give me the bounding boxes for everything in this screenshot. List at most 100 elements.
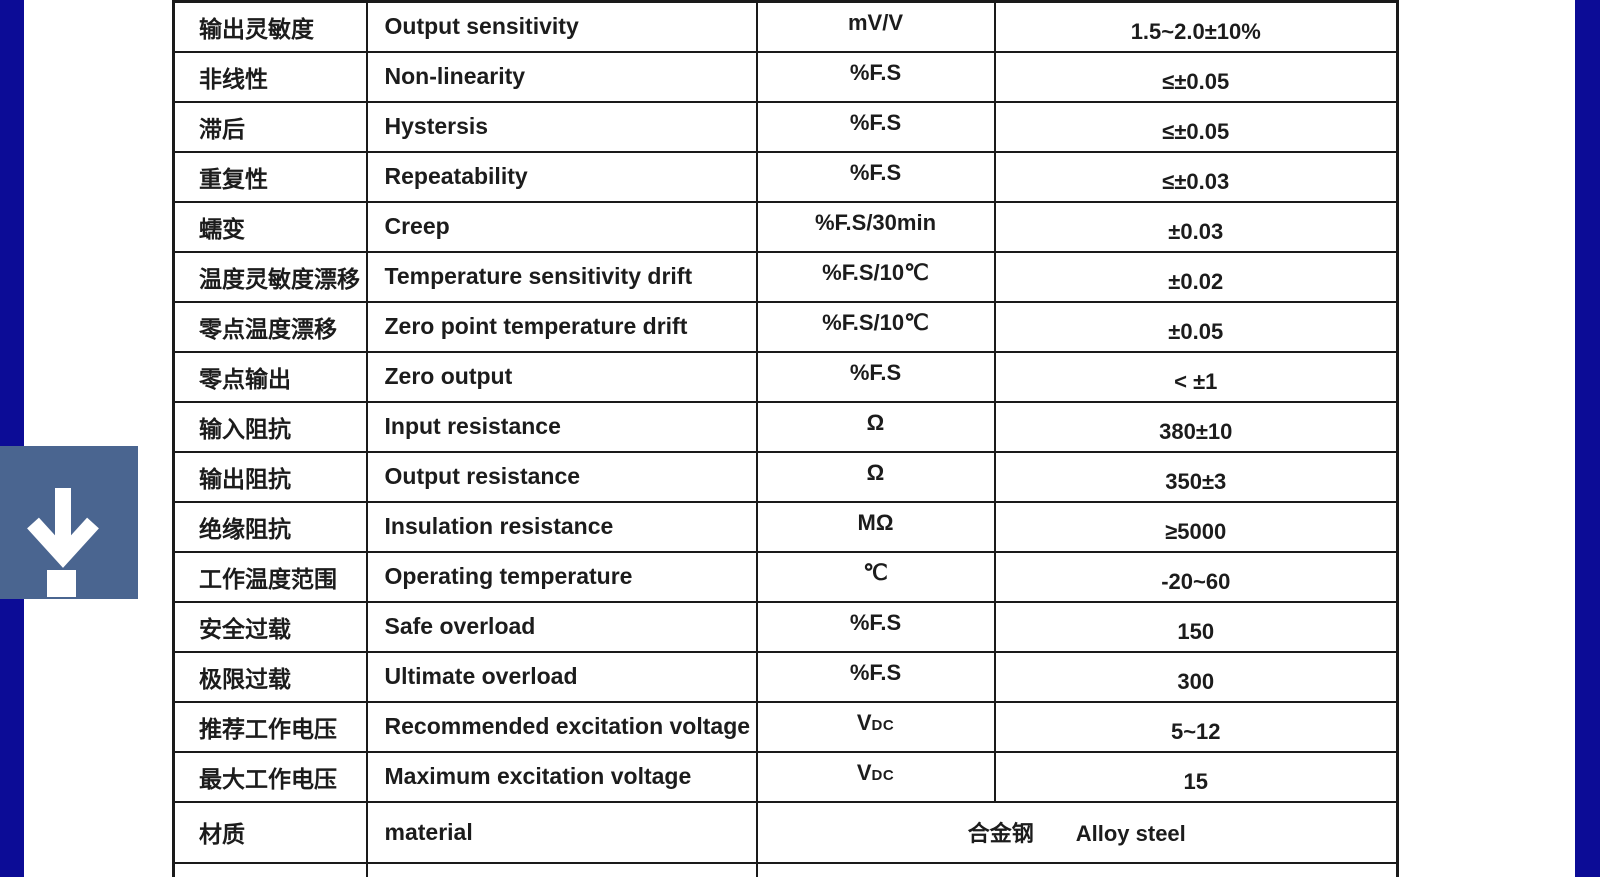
cell-unit: %F.S/30min bbox=[755, 200, 996, 253]
cell-value: ≤±0.05 bbox=[993, 100, 1399, 153]
cell-unit: Ω bbox=[755, 400, 996, 453]
cell-name-en: material bbox=[365, 800, 758, 864]
spec-row: 零点温度漂移 Zero point temperature drift %F.S/1… bbox=[172, 300, 1399, 353]
cell-name-en: Insulation resistance bbox=[365, 500, 758, 553]
spec-row: 材质 material 合金钢 Alloy steel bbox=[172, 800, 1399, 864]
cell-name-en: Temperature sensitivity drift bbox=[365, 250, 758, 303]
download-button[interactable] bbox=[0, 446, 138, 599]
cell-name-en: Non-linearity bbox=[365, 50, 758, 103]
spec-row: 绝缘阻抗 Insulation resistance MΩ ≥5000 bbox=[172, 500, 1399, 553]
spec-row: 工作温度范围 Operating temperature ℃ -20~60 bbox=[172, 550, 1399, 603]
spec-row: 安全过载 Safe overload %F.S 150 bbox=[172, 600, 1399, 653]
unit-subscript: DC bbox=[871, 766, 895, 784]
spec-row: 极限过载 Ultimate overload %F.S 300 bbox=[172, 650, 1399, 703]
cell-name-cn: 极限过载 bbox=[172, 650, 368, 703]
cell-value: 1.5~2.0±10% bbox=[993, 0, 1399, 53]
cell-name-cn: 最大工作电压 bbox=[172, 750, 368, 803]
cell-name-en: Operating temperature bbox=[365, 550, 758, 603]
cell-value: 300 bbox=[993, 650, 1399, 703]
cell-name-en: Maximum excitation voltage bbox=[365, 750, 758, 803]
cell-unit: %F.S bbox=[755, 350, 996, 403]
cell-name-cn: 推荐工作电压 bbox=[172, 700, 368, 753]
cell-name-cn: 温度灵敏度漂移 bbox=[172, 250, 368, 303]
cell-name-cn: 滞后 bbox=[172, 100, 368, 153]
cell-value: 150 bbox=[993, 600, 1399, 653]
spec-row: 输出灵敏度 Output sensitivity mV/V 1.5~2.0±10% bbox=[172, 0, 1399, 53]
cell-unit: %F.S bbox=[755, 650, 996, 703]
material-value-cn: 合金钢 bbox=[967, 821, 1034, 846]
cell-value: 15 bbox=[993, 750, 1399, 803]
spec-row: 非线性 Non-linearity %F.S ≤±0.05 bbox=[172, 50, 1399, 103]
cell-value: 380±10 bbox=[993, 400, 1399, 453]
spec-sheet: 输出灵敏度 Output sensitivity mV/V 1.5~2.0±10% 非线… bbox=[172, 0, 1399, 877]
cell-value: ≤±0.05 bbox=[993, 50, 1399, 103]
cell-value: ≥5000 bbox=[993, 500, 1399, 553]
cell-unit: %F.S/10℃ bbox=[755, 300, 996, 353]
cell-value: 350±3 bbox=[993, 450, 1399, 503]
cell-name-cn: 蠕变 bbox=[172, 200, 368, 253]
cell-name-en: Hystersis bbox=[365, 100, 758, 153]
cell-merged-value: 合金钢 Alloy steel bbox=[755, 800, 1399, 864]
cell-value: ±0.03 bbox=[993, 200, 1399, 253]
cell-name-cn: 工作温度范围 bbox=[172, 550, 368, 603]
spec-row: 蠕变 Creep %F.S/30min ±0.03 bbox=[172, 200, 1399, 253]
cell-name-cn: 零点温度漂移 bbox=[172, 300, 368, 353]
cell-name-cn: 输出阻抗 bbox=[172, 450, 368, 503]
cell-name-en: Output sensitivity bbox=[365, 0, 758, 53]
cell-name-cn: 材质 bbox=[172, 800, 368, 864]
cell-unit: ℃ bbox=[755, 550, 996, 603]
cell-unit: %F.S/10℃ bbox=[755, 250, 996, 303]
cell-name-en bbox=[365, 861, 758, 877]
cell-name-en: Safe overload bbox=[365, 600, 758, 653]
cell-name-cn: 非线性 bbox=[172, 50, 368, 103]
cell-value: ±0.05 bbox=[993, 300, 1399, 353]
spec-row: 推荐工作电压 Recommended excitation voltage VDC 5… bbox=[172, 700, 1399, 753]
left-border-strip bbox=[0, 0, 24, 877]
cell-name-en: Recommended excitation voltage bbox=[365, 700, 758, 753]
spec-row-partial bbox=[172, 861, 1399, 877]
cell-value: ±0.02 bbox=[993, 250, 1399, 303]
cell-name-en: Output resistance bbox=[365, 450, 758, 503]
cell-unit: VDC bbox=[755, 750, 996, 803]
cell-value: -20~60 bbox=[993, 550, 1399, 603]
right-border-strip bbox=[1575, 0, 1600, 877]
cell-value: ≤±0.03 bbox=[993, 150, 1399, 203]
cell-merged-value bbox=[755, 861, 1399, 877]
cell-name-cn: 输出灵敏度 bbox=[172, 0, 368, 53]
cell-unit: VDC bbox=[755, 700, 996, 753]
cell-name-cn: 零点输出 bbox=[172, 350, 368, 403]
material-value-en: Alloy steel bbox=[1075, 821, 1186, 846]
cell-name-en: Creep bbox=[365, 200, 758, 253]
cell-name-en: Ultimate overload bbox=[365, 650, 758, 703]
cell-unit: %F.S bbox=[755, 150, 996, 203]
cell-name-cn bbox=[172, 861, 368, 877]
cell-unit: %F.S bbox=[755, 50, 996, 103]
cell-name-en: Input resistance bbox=[365, 400, 758, 453]
cell-unit: %F.S bbox=[755, 100, 996, 153]
spec-row: 温度灵敏度漂移 Temperature sensitivity drift %F.S… bbox=[172, 250, 1399, 303]
spec-row: 重复性 Repeatability %F.S ≤±0.03 bbox=[172, 150, 1399, 203]
cell-name-en: Zero output bbox=[365, 350, 758, 403]
cell-name-cn: 安全过载 bbox=[172, 600, 368, 653]
cell-unit: %F.S bbox=[755, 600, 996, 653]
cell-unit: mV/V bbox=[755, 0, 996, 53]
spec-row: 输入阻抗 Input resistance Ω 380±10 bbox=[172, 400, 1399, 453]
spec-row: 滞后 Hystersis %F.S ≤±0.05 bbox=[172, 100, 1399, 153]
spec-table: 输出灵敏度 Output sensitivity mV/V 1.5~2.0±10% 非线… bbox=[172, 0, 1399, 877]
spec-row: 最大工作电压 Maximum excitation voltage VDC 15 bbox=[172, 750, 1399, 803]
cell-name-cn: 输入阻抗 bbox=[172, 400, 368, 453]
spec-table-body: 输出灵敏度 Output sensitivity mV/V 1.5~2.0±10% 非线… bbox=[172, 0, 1399, 877]
unit-subscript: DC bbox=[871, 716, 895, 734]
cell-name-en: Repeatability bbox=[365, 150, 758, 203]
cell-value: 5~12 bbox=[993, 700, 1399, 753]
cell-name-cn: 重复性 bbox=[172, 150, 368, 203]
spec-row: 零点输出 Zero output %F.S < ±1 bbox=[172, 350, 1399, 403]
download-icon bbox=[0, 446, 138, 599]
cell-value: < ±1 bbox=[993, 350, 1399, 403]
spec-row: 输出阻抗 Output resistance Ω 350±3 bbox=[172, 450, 1399, 503]
cell-name-cn: 绝缘阻抗 bbox=[172, 500, 368, 553]
cell-unit: Ω bbox=[755, 450, 996, 503]
cell-name-en: Zero point temperature drift bbox=[365, 300, 758, 353]
cell-unit: MΩ bbox=[755, 500, 996, 553]
